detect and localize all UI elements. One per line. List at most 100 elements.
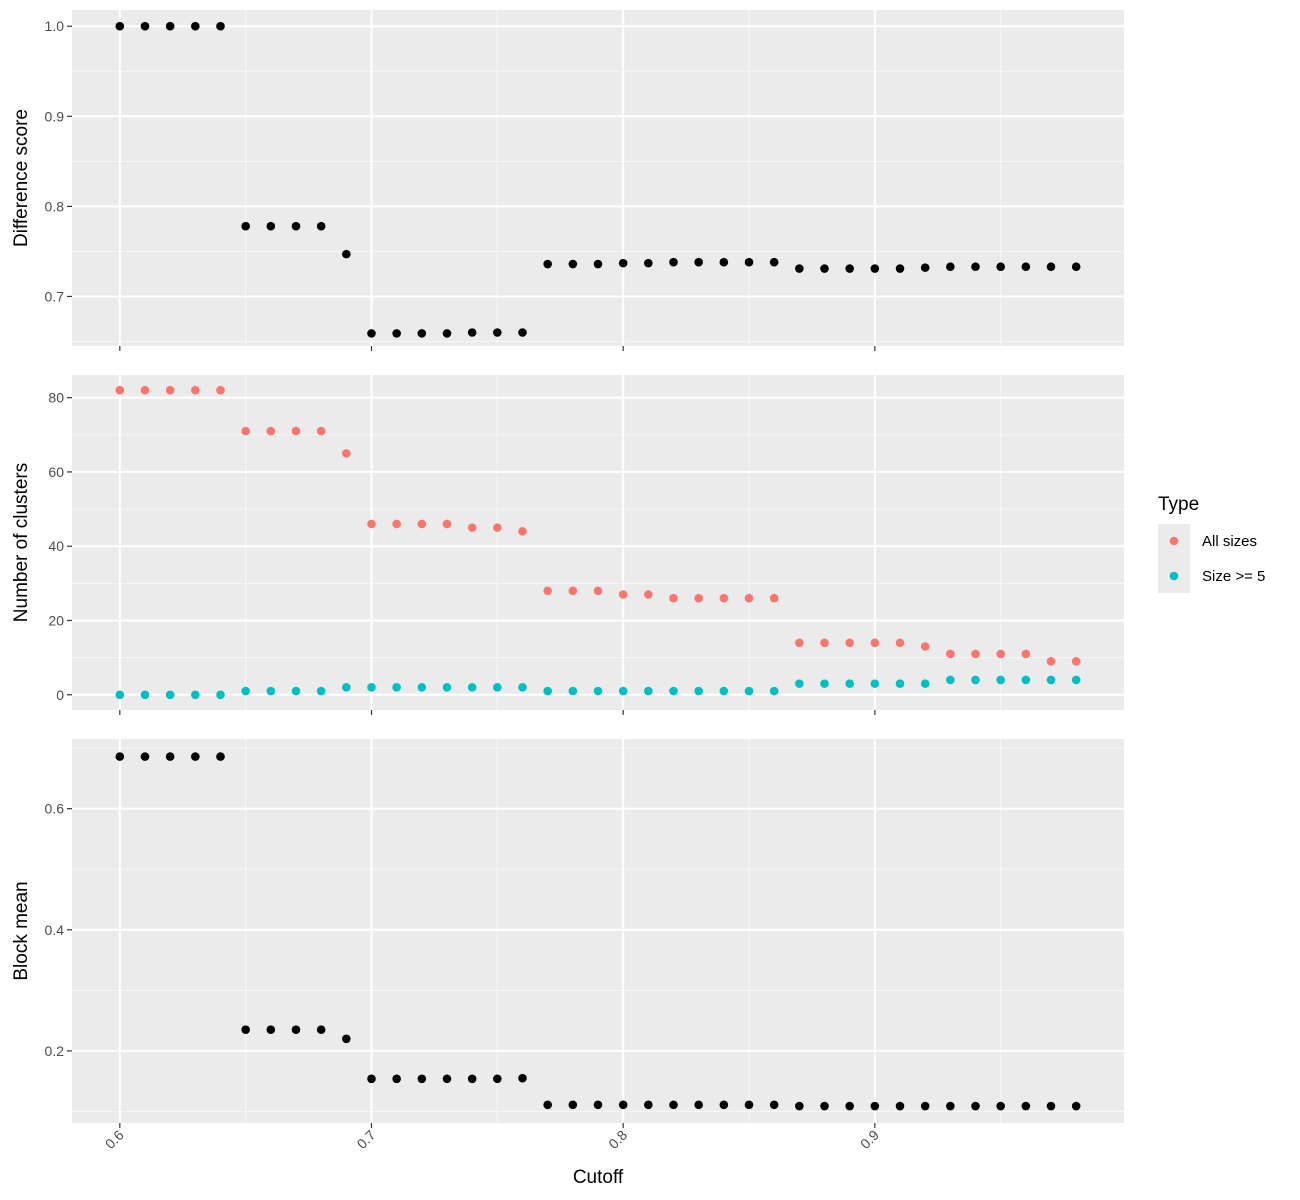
y-tick-label: 60 <box>48 464 64 480</box>
data-point <box>518 1073 527 1083</box>
x-axis-title: Cutoff <box>573 1167 624 1188</box>
data-point <box>845 1101 854 1111</box>
data-point <box>744 257 754 267</box>
panel-3: 0.2 0.4 0.6 Block mean <box>11 739 1124 1128</box>
data-point <box>669 686 678 696</box>
data-point <box>165 752 175 761</box>
data-point <box>795 1101 804 1111</box>
data-point <box>870 638 880 648</box>
data-point <box>795 638 804 648</box>
series-points <box>115 752 1081 1111</box>
data-point <box>996 675 1005 685</box>
data-point <box>769 1100 779 1110</box>
data-point <box>140 752 150 761</box>
data-point <box>744 1100 754 1110</box>
data-point <box>417 683 427 692</box>
series-points <box>115 21 1081 338</box>
data-point <box>291 221 301 231</box>
data-point <box>291 426 301 436</box>
panel-background <box>72 375 1124 710</box>
legend: Type All sizes Size >= 5 <box>1158 494 1265 593</box>
data-point <box>694 257 703 267</box>
data-point <box>367 683 376 692</box>
data-point <box>316 686 326 696</box>
data-point <box>1046 675 1056 685</box>
data-point <box>744 593 754 603</box>
y-tick-label: 0.9 <box>45 108 65 124</box>
data-point <box>266 1025 276 1035</box>
data-point <box>1021 675 1031 685</box>
data-point <box>191 752 200 761</box>
data-point <box>644 258 653 268</box>
data-point <box>971 1101 980 1111</box>
y-axis-title: Number of clusters <box>11 463 32 622</box>
data-point <box>644 590 653 599</box>
data-point <box>191 385 200 395</box>
y-axis-title: Block mean <box>11 881 32 980</box>
data-point <box>669 257 678 267</box>
data-point <box>744 686 754 696</box>
data-point <box>946 675 955 685</box>
legend-key-2 <box>1169 571 1179 581</box>
data-point <box>291 686 301 696</box>
y-axis-title: Difference score <box>11 109 32 247</box>
data-point <box>342 449 351 458</box>
data-point <box>266 221 276 231</box>
data-point <box>392 329 401 338</box>
data-point <box>467 1074 477 1084</box>
data-point <box>367 329 376 338</box>
data-point <box>971 649 980 659</box>
data-point <box>392 519 401 529</box>
legend-title: Type <box>1158 494 1199 515</box>
data-point <box>946 1101 955 1111</box>
data-point <box>1071 675 1081 685</box>
y-tick-label: 0.2 <box>45 1043 65 1059</box>
data-point <box>996 649 1005 659</box>
data-point <box>618 258 628 268</box>
data-point <box>1046 657 1056 666</box>
data-point <box>165 385 175 395</box>
data-point <box>618 686 628 696</box>
data-point <box>593 259 603 269</box>
data-point <box>870 679 880 688</box>
data-point <box>367 1074 376 1084</box>
data-point <box>845 264 854 273</box>
y-tick-label: 0 <box>56 687 64 703</box>
data-point <box>1071 262 1081 272</box>
data-point <box>845 679 854 688</box>
data-point <box>316 426 326 436</box>
data-point <box>342 1034 351 1044</box>
data-point <box>417 519 427 529</box>
data-point <box>895 679 905 688</box>
data-point <box>568 259 578 269</box>
data-point <box>870 264 880 273</box>
data-point <box>1046 1101 1056 1111</box>
data-point <box>140 21 150 31</box>
data-point <box>820 638 829 648</box>
chart-panels: 0.7 0.8 0.9 1.0 Difference score 0 20 40 60 80 Num… <box>11 10 1124 1128</box>
data-point <box>241 1025 250 1035</box>
data-point <box>820 264 829 273</box>
data-point <box>1021 262 1031 272</box>
data-point <box>216 690 225 700</box>
data-point <box>266 686 276 696</box>
data-point <box>618 590 628 599</box>
data-point <box>191 690 200 700</box>
data-point <box>367 519 376 529</box>
data-point <box>493 328 502 337</box>
data-point <box>1021 649 1031 659</box>
data-point <box>115 385 125 395</box>
data-point <box>820 679 829 688</box>
data-point <box>518 683 527 692</box>
data-point <box>216 752 225 761</box>
data-point <box>971 262 980 272</box>
data-point <box>216 385 225 395</box>
data-point <box>518 328 527 337</box>
data-point <box>795 264 804 273</box>
data-point <box>1046 262 1056 272</box>
data-point <box>719 593 729 603</box>
data-point <box>543 586 552 596</box>
data-point <box>417 329 427 338</box>
data-point <box>467 328 477 337</box>
data-point <box>115 690 125 700</box>
